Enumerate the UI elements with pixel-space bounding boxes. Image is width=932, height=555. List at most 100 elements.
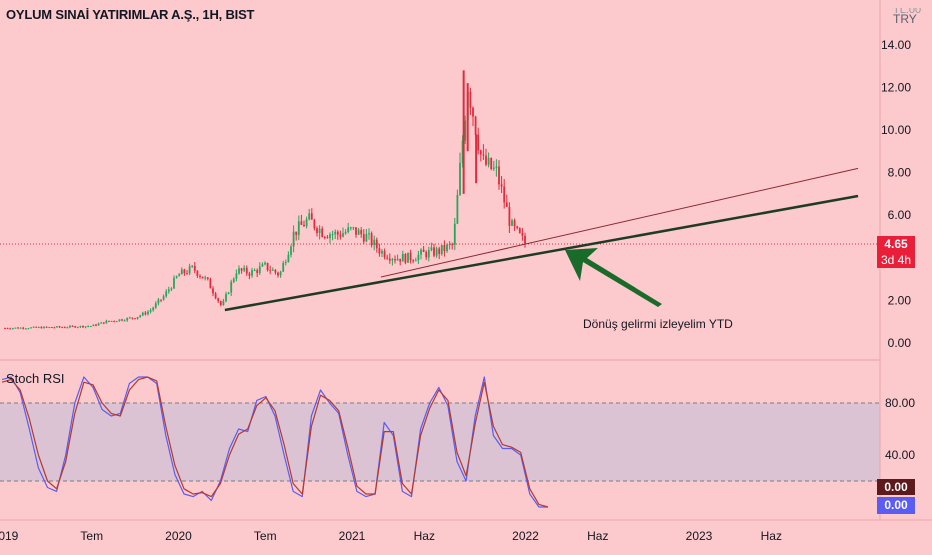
- candle-body: [305, 219, 308, 227]
- candle-body: [308, 213, 311, 220]
- candle-body: [336, 231, 339, 235]
- chart-annotation[interactable]: Dönüş gelirmi izleyelim YTD: [583, 317, 733, 331]
- x-tick-label: Haz: [414, 529, 435, 543]
- candle-body: [37, 327, 40, 329]
- candle-body: [271, 269, 274, 271]
- candle-body: [435, 248, 438, 256]
- candle-body: [4, 328, 6, 330]
- candle-body: [22, 327, 25, 329]
- candle-body: [407, 252, 409, 263]
- candle-body: [433, 247, 435, 256]
- candle-body: [188, 266, 191, 274]
- candle-body: [30, 327, 32, 329]
- candle-body: [136, 316, 139, 319]
- indicator-title[interactable]: Stoch RSI: [6, 371, 65, 386]
- candle-body: [349, 227, 352, 229]
- candle-body: [128, 317, 131, 319]
- x-tick-label: Tem: [254, 529, 277, 543]
- candle-body: [152, 307, 155, 311]
- candle-body: [365, 233, 368, 242]
- candle-body: [11, 328, 14, 330]
- x-tick-label: Tem: [80, 529, 103, 543]
- candle-body: [505, 202, 508, 207]
- candle-body: [420, 249, 422, 255]
- candle-body: [167, 289, 170, 292]
- candle-body: [404, 254, 407, 263]
- candle-body: [456, 194, 459, 224]
- candle-body: [89, 326, 92, 328]
- candle-body: [440, 245, 443, 254]
- bar-countdown-value: 3d 4h: [880, 253, 912, 267]
- candle-body: [321, 228, 324, 237]
- candle-body: [147, 311, 149, 315]
- candle-body: [264, 262, 266, 265]
- candle-body: [290, 246, 292, 255]
- candle-body: [35, 326, 38, 328]
- candle-body: [300, 221, 303, 225]
- candle-body: [123, 320, 126, 322]
- candle-body: [266, 262, 269, 271]
- candle-body: [316, 228, 318, 234]
- candle-body: [339, 234, 342, 237]
- candle-body: [165, 291, 168, 297]
- candle-body: [214, 293, 217, 299]
- candle-body: [115, 321, 118, 323]
- candle-body: [199, 275, 201, 277]
- candle-body: [191, 265, 194, 267]
- candle-body: [251, 270, 253, 276]
- candle-body: [126, 317, 129, 321]
- upper-trendline: [380, 167, 859, 278]
- candle-body: [446, 244, 448, 252]
- candle-body: [82, 325, 84, 328]
- candle-body: [139, 315, 142, 317]
- candle-body: [448, 244, 451, 246]
- stoch-d-tag: 0.00: [877, 479, 915, 495]
- candle-body: [513, 220, 516, 227]
- candle-body: [204, 277, 207, 279]
- stoch-k-value: 0.00: [884, 498, 908, 512]
- candle-body: [391, 259, 394, 261]
- candle-body: [261, 264, 264, 267]
- candle-body: [134, 318, 136, 320]
- candle-body: [131, 317, 134, 319]
- candle-body: [196, 270, 199, 276]
- candle-body: [84, 326, 87, 328]
- candle-body: [71, 325, 74, 327]
- symbol-title[interactable]: OYLUM SINAİ YATIRIMLAR A.Ş., 1H, BIST: [6, 7, 255, 22]
- candle-body: [9, 328, 12, 330]
- candle-body: [269, 270, 272, 272]
- candle-body: [154, 303, 157, 308]
- candle-body: [487, 158, 490, 165]
- candle-body: [19, 327, 22, 329]
- candle-body: [292, 231, 295, 247]
- candle-body: [162, 296, 165, 300]
- x-tick-label: 2023: [686, 529, 713, 543]
- candle-body: [383, 250, 386, 258]
- candle-body: [102, 322, 105, 324]
- candle-body: [282, 263, 285, 272]
- candle-body: [225, 293, 227, 302]
- candle-body: [297, 221, 300, 235]
- candle-body: [222, 301, 225, 305]
- candle-body: [63, 327, 66, 329]
- candle-body: [370, 233, 373, 246]
- y-tick-label: 8.00: [888, 166, 912, 180]
- candle-body: [183, 269, 186, 274]
- candle-body: [287, 254, 290, 263]
- candle-body: [284, 262, 287, 264]
- candle-body: [248, 273, 251, 276]
- candle-body: [451, 244, 454, 246]
- stoch-d-value: 0.00: [884, 480, 908, 494]
- candle-body: [386, 257, 389, 259]
- support-trendline: [224, 194, 859, 312]
- candle-body: [61, 327, 64, 329]
- candle-body: [414, 260, 417, 262]
- candle-body: [396, 258, 399, 261]
- candle-body: [352, 227, 355, 229]
- candle-body: [149, 310, 152, 312]
- candle-body: [180, 269, 183, 275]
- candle-body: [347, 227, 350, 233]
- candle-body: [469, 91, 472, 108]
